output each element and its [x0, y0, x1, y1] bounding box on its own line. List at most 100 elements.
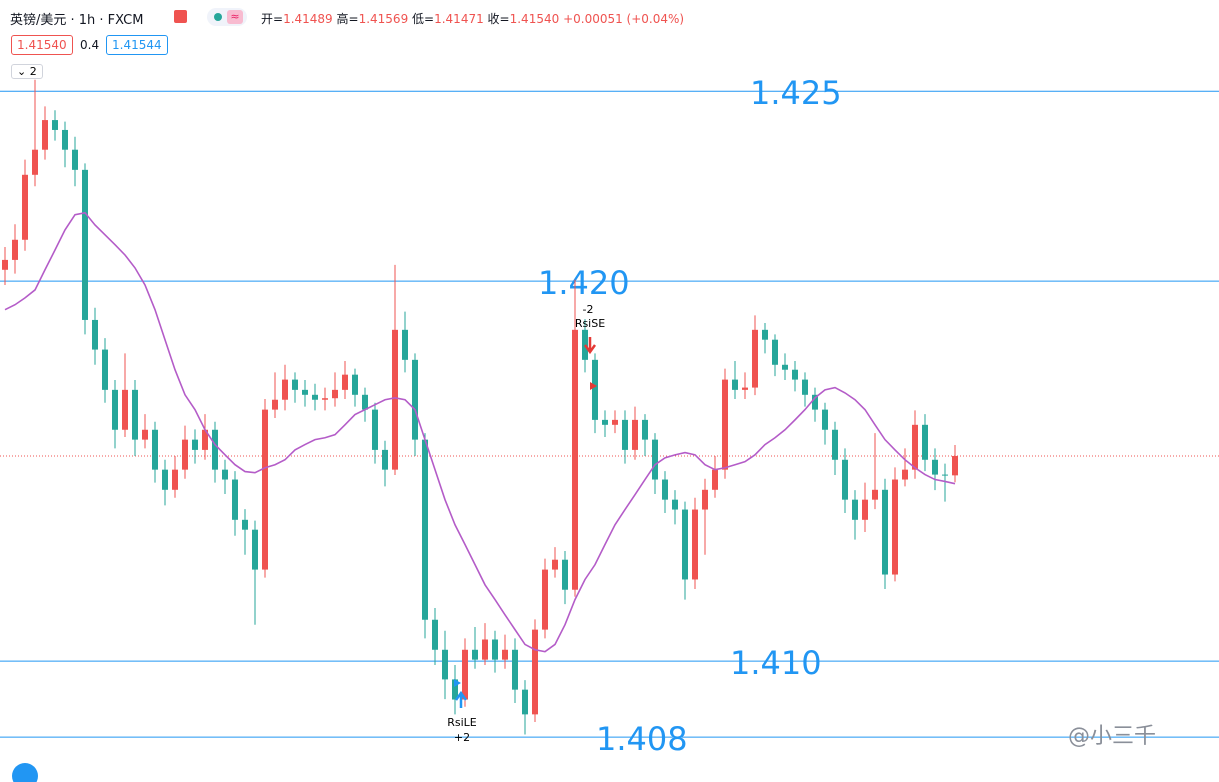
ask[interactable]: 1.41544 [106, 35, 168, 55]
candle-body [732, 379, 738, 390]
candle-body [132, 389, 138, 440]
candle-body [2, 259, 8, 270]
candle-body [952, 455, 958, 476]
candle-body [162, 469, 168, 490]
signal-qty: -2 [583, 303, 594, 316]
candle-body [362, 394, 368, 410]
candle-body [202, 429, 208, 450]
signal-name: RsiSE [575, 317, 605, 330]
candle-body [52, 120, 58, 130]
candle-body [522, 689, 528, 715]
watermark: @小三千 [1068, 724, 1156, 749]
candle-body [562, 559, 568, 590]
candle-body [602, 419, 608, 425]
logo [12, 763, 38, 782]
candle-body [342, 374, 348, 390]
ohlc: 开=1.41489 高=1.41569 低=1.41471 收=1.41540 … [261, 10, 684, 27]
ohlc-label: 开= [261, 12, 284, 26]
candle-body [92, 319, 98, 350]
candle-body [812, 394, 818, 410]
flag-icon[interactable] [174, 10, 187, 23]
chevron: ⌄ [17, 65, 30, 78]
candle-body [722, 379, 728, 470]
ohlc-label: 低= [412, 12, 435, 26]
candle-body [652, 439, 658, 480]
sell-arrow [583, 337, 597, 355]
candle-body [442, 649, 448, 680]
candle-body [432, 619, 438, 650]
candle-body [472, 649, 478, 660]
status-pill[interactable]: ≈ [207, 8, 247, 26]
candle-body [352, 374, 358, 395]
candle-body [932, 459, 938, 475]
ohlc-value: 1.41471 [434, 12, 484, 26]
candle-body [42, 120, 48, 150]
collapse-count: 2 [29, 65, 37, 78]
candle-body [372, 409, 378, 450]
candle-body [792, 369, 798, 380]
candle-body [512, 649, 518, 690]
candle-body [632, 419, 638, 450]
candle-body [392, 329, 398, 470]
candle-body [862, 499, 868, 520]
candle-body [702, 489, 708, 510]
candle-body [12, 239, 18, 260]
spread: 0.4 [80, 38, 100, 52]
buy-marker [454, 679, 461, 687]
candle-body [62, 129, 68, 150]
candle-body [552, 559, 558, 570]
candle-body [232, 479, 238, 520]
buy-arrow [454, 690, 468, 708]
candle-body [542, 569, 548, 630]
candle-body [892, 479, 898, 575]
candle-body [482, 639, 488, 660]
candle-body [842, 459, 848, 500]
candle-body [412, 359, 418, 440]
candle-body [252, 529, 258, 570]
signal-qty: +2 [454, 731, 470, 744]
symbol: 英镑/美元 · 1h · FXCM [10, 13, 144, 28]
sell-marker [590, 382, 597, 390]
candle-body [922, 424, 928, 460]
candle-body [142, 429, 148, 440]
candle-body [302, 389, 308, 395]
candle-body [212, 429, 218, 470]
level-label: 1.408 [596, 720, 688, 758]
plot: 1.425 1.420 1.410 1.408 [0, 74, 1219, 758]
candle-body [182, 439, 188, 470]
candle-body [742, 387, 748, 390]
candle-body [452, 679, 458, 700]
bid[interactable]: 1.41540 [11, 35, 73, 55]
ohlc-label: 收= [487, 12, 510, 26]
candle-body [572, 329, 578, 590]
candle-body [402, 329, 408, 360]
signal-name: RsiLE [447, 716, 477, 729]
candle-body [282, 379, 288, 400]
collapse[interactable]: ⌄ 2 [11, 64, 43, 79]
candle-body [272, 399, 278, 410]
status-dot [214, 13, 222, 21]
candle-body [672, 499, 678, 510]
candle-body [762, 329, 768, 340]
status-icon: ≈ [227, 10, 243, 24]
candle-body [32, 149, 38, 175]
ohlc-value: 1.41540 [509, 12, 560, 26]
candle-body [312, 394, 318, 400]
candle-body [852, 499, 858, 520]
level-label: 1.420 [538, 264, 630, 302]
candle-body [122, 389, 128, 430]
candle-body [752, 329, 758, 388]
ohlc-value: 1.41569 [358, 12, 409, 26]
candle-body [802, 379, 808, 395]
candle-body [222, 469, 228, 480]
level-label: 1.410 [730, 644, 822, 682]
candle-body [22, 174, 28, 240]
candle-body [152, 429, 158, 470]
candle-body [172, 469, 178, 490]
moving-average [4, 211, 956, 653]
candle-body [112, 389, 118, 430]
candle-body [782, 364, 788, 370]
candle-body [422, 439, 428, 620]
